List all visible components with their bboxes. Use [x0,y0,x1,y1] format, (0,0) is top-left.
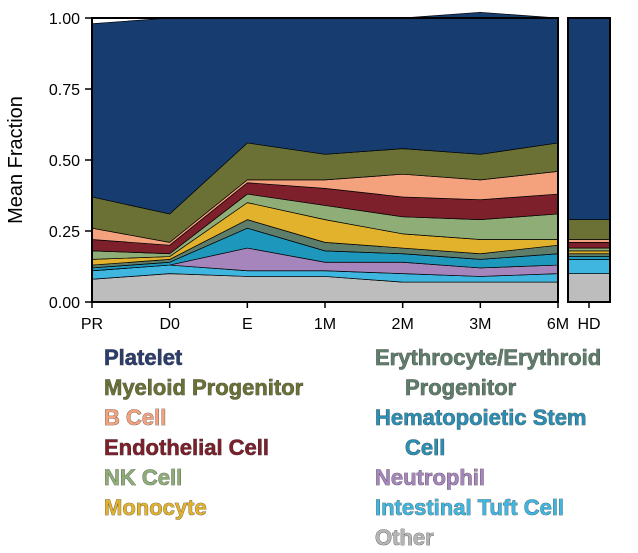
x-tick-label: E [242,316,253,333]
legend-label: Neutrophil [375,465,486,491]
legend-left-column: Platelet Myeloid Progenitor B Cell Endothel… [104,343,304,523]
x-tick-label: 3M [469,316,491,333]
x-tick-label: D0 [159,316,180,333]
legend-item-other: Other [375,523,601,553]
hd-bar-hematopoietic-stem-cell [567,256,611,260]
legend-item-intestinal-tuft-cell: Intestinal Tuft Cell [375,493,601,523]
hd-bar-platelet [567,17,611,220]
legend-item-neutrophil: Neutrophil [375,463,601,493]
legend-label: Endothelial Cell [104,435,270,461]
legend-label: NK Cell [104,465,183,491]
legend-right-column: Erythrocyte/Erythroid Progenitor Hematopoi… [375,343,602,553]
main-panel-areas [91,11,559,303]
x-tick-label: 6M [547,316,569,333]
legend-item-nk-cell: NK Cell [104,463,303,493]
legend-label: Intestinal Tuft Cell [375,495,565,521]
x-tick-label: 2M [392,316,414,333]
y-tick-label: 0.75 [49,82,80,99]
hd-bar-erythrocyte-erythroid-progenitor [567,253,611,257]
legend-label: Monocyte [104,495,207,521]
legend-item-endothelial-cell: Endothelial Cell [104,433,303,463]
hd-panel-bars [567,17,611,303]
legend-label: Myeloid Progenitor [104,375,304,401]
hd-bar-intestinal-tuft-cell [567,259,611,274]
y-tick-label: 1.00 [49,11,80,28]
hd-bar-myeloid-progenitor [567,219,611,240]
hd-bar-b-cell [567,239,611,243]
legend-label: Platelet [104,345,183,371]
legend-item-myeloid-progenitor: Myeloid Progenitor [104,373,304,403]
x-tick-label: HD [577,316,600,333]
hd-bar-other [567,273,611,303]
y-tick-label: 0.50 [49,153,80,170]
hd-bar-endothelial-cell [567,242,611,249]
legend-label-continuation: Progenitor [405,375,517,401]
legend-item-b-cell: B Cell [104,403,303,433]
hd-bar-nk-cell [567,247,611,252]
legend-label: Other [375,525,434,551]
y-axis-label: Mean Fraction [5,96,27,224]
y-axis-ticks: 0.00 0.25 0.50 0.75 1.00 [49,11,92,312]
y-tick-label: 0.25 [49,224,80,241]
x-axis-ticks: PR D0 E 1M 2M 3M 6M HD [81,302,601,333]
legend-label: Erythrocyte/Erythroid [375,345,602,371]
x-tick-label: 1M [314,316,336,333]
x-tick-label: PR [81,316,103,333]
legend-item-erythrocyte-erythroid: Erythrocyte/Erythroid Progenitor [375,343,602,403]
legend-item-hematopoietic-stem: Hematopoietic Stem Cell [375,403,601,463]
stacked-area-chart: 0.00 0.25 0.50 0.75 1.00 PR D0 E 1M 2M 3M 6M HD Mea… [5,11,611,333]
legend-item-monocyte: Monocyte [104,493,303,523]
hd-bar-monocyte [567,250,611,255]
legend-label-continuation: Cell [405,435,446,461]
legend-label: B Cell [104,405,167,431]
y-tick-label: 0.00 [49,295,80,312]
legend-label: Hematopoietic Stem [375,405,587,431]
legend-item-platelet: Platelet [104,343,303,373]
